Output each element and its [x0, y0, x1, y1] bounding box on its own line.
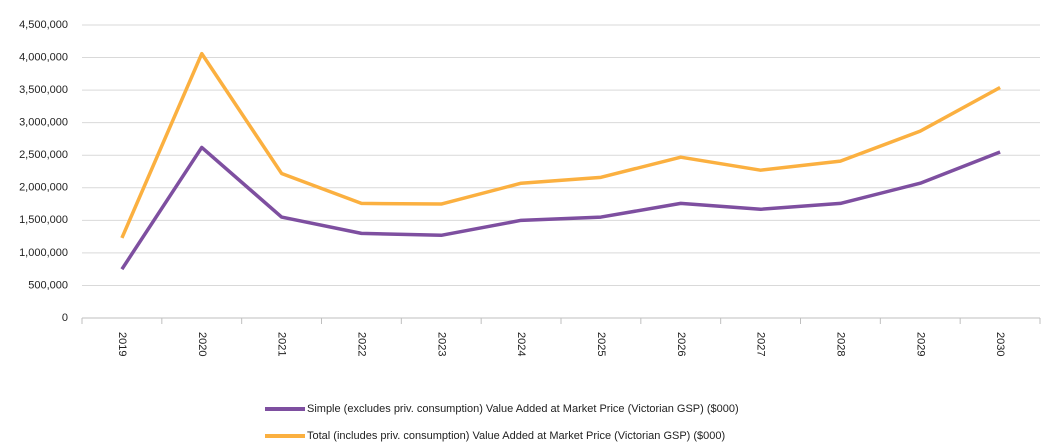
y-tick-label: 500,000	[28, 279, 68, 291]
x-tick-label: 2019	[116, 332, 128, 356]
x-tick-label: 2021	[276, 332, 288, 356]
series-line	[120, 145, 1001, 271]
y-tick-label: 2,000,000	[19, 182, 68, 194]
y-tick-label: 3,500,000	[19, 84, 68, 96]
x-tick-label: 2020	[196, 332, 208, 356]
y-tick-label: 4,500,000	[19, 19, 68, 31]
x-tick-label: 2027	[755, 332, 767, 356]
x-tick-label: 2025	[595, 332, 607, 356]
x-tick-label: 2022	[356, 332, 368, 356]
legend-label: Simple (excludes priv. consumption) Valu…	[307, 403, 739, 415]
legend-label: Total (includes priv. consumption) Value…	[307, 430, 725, 442]
y-tick-label: 1,500,000	[19, 214, 68, 226]
y-tick-label: 4,000,000	[19, 51, 68, 63]
y-tick-label: 0	[62, 312, 68, 324]
x-tick-label: 2028	[835, 332, 847, 356]
x-tick-label: 2024	[515, 332, 527, 356]
y-tick-label: 3,000,000	[19, 117, 68, 129]
x-tick-label: 2029	[914, 332, 926, 356]
x-tick-label: 2026	[675, 332, 687, 356]
series-line	[120, 51, 1001, 239]
x-tick-label: 2030	[994, 332, 1006, 356]
x-tick-label: 2023	[435, 332, 447, 356]
y-tick-label: 1,000,000	[19, 247, 68, 259]
y-tick-label: 2,500,000	[19, 149, 68, 161]
